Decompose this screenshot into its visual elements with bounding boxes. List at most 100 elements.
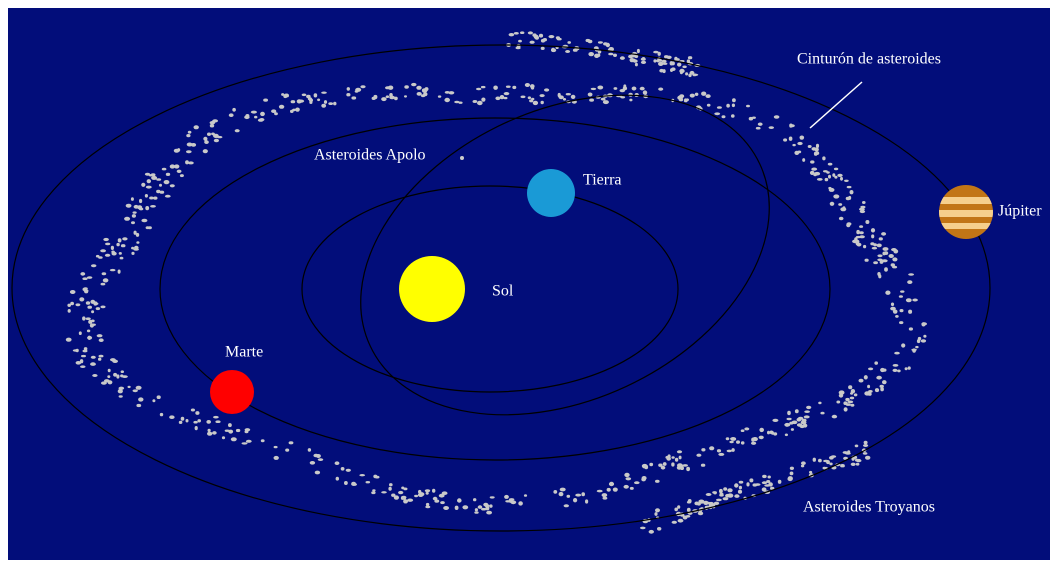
asteroid xyxy=(141,218,148,223)
asteroid xyxy=(826,460,830,465)
asteroid xyxy=(132,389,138,393)
asteroid xyxy=(692,73,697,77)
asteroid xyxy=(373,94,378,100)
asteroid xyxy=(530,85,535,90)
asteroid xyxy=(164,194,171,198)
asteroid xyxy=(895,315,899,318)
asteroid xyxy=(186,150,192,154)
asteroid xyxy=(85,317,91,321)
asteroid xyxy=(122,237,128,241)
mars-label: Marte xyxy=(225,344,263,361)
asteroid xyxy=(346,93,351,97)
asteroid xyxy=(809,470,813,474)
asteroid xyxy=(594,53,600,58)
asteroid xyxy=(729,440,734,444)
asteroid xyxy=(529,40,535,44)
asteroid xyxy=(833,194,840,199)
asteroid xyxy=(144,172,151,176)
asteroid xyxy=(539,94,545,98)
asteroid xyxy=(202,149,208,154)
asteroid xyxy=(407,498,414,502)
asteroid xyxy=(837,173,843,177)
asteroid xyxy=(744,427,750,431)
asteroid xyxy=(639,86,645,91)
asteroid xyxy=(89,323,94,328)
asteroid xyxy=(884,267,888,272)
asteroid xyxy=(608,481,615,487)
asteroid xyxy=(868,367,874,371)
asteroid xyxy=(404,95,407,98)
asteroid xyxy=(716,498,722,502)
asteroid xyxy=(321,103,327,108)
asteroid xyxy=(169,184,175,188)
asteroid xyxy=(849,190,854,195)
asteroid xyxy=(307,448,312,452)
asteroid xyxy=(908,273,914,276)
asteroid xyxy=(891,248,897,252)
asteroid xyxy=(510,500,517,505)
asteroid xyxy=(230,437,237,442)
asteroid xyxy=(138,397,144,402)
asteroid xyxy=(876,243,882,248)
asteroid xyxy=(773,432,778,436)
asteroid xyxy=(777,479,782,484)
asteroid xyxy=(897,369,901,373)
asteroid xyxy=(772,418,779,422)
asteroid xyxy=(385,95,390,98)
asteroid xyxy=(493,85,498,90)
asteroid xyxy=(767,430,770,435)
asteroid xyxy=(671,456,675,459)
asteroid xyxy=(314,470,321,475)
asteroid xyxy=(685,72,689,76)
asteroid xyxy=(597,49,602,54)
asteroid xyxy=(212,431,217,435)
asteroid xyxy=(706,103,711,107)
asteroid xyxy=(156,178,162,181)
asteroid xyxy=(553,490,558,494)
asteroid xyxy=(676,450,683,454)
asteroid xyxy=(555,36,561,40)
asteroid xyxy=(833,167,839,171)
asteroid xyxy=(657,51,661,56)
asteroid xyxy=(818,458,822,463)
asteroid xyxy=(923,334,927,338)
asteroid xyxy=(285,448,290,452)
asteroid xyxy=(816,178,823,181)
asteroid xyxy=(589,98,594,102)
asteroid xyxy=(815,151,820,156)
asteroid xyxy=(846,185,852,189)
asteroid xyxy=(345,468,351,472)
apollo-asteroid xyxy=(460,156,464,160)
asteroid xyxy=(654,512,658,516)
asteroid xyxy=(131,214,136,218)
asteroid xyxy=(716,106,722,109)
asteroid xyxy=(860,208,865,213)
asteroid xyxy=(301,93,307,97)
asteroid xyxy=(107,375,111,378)
asteroid xyxy=(424,489,431,493)
asteroid xyxy=(111,250,115,254)
asteroid xyxy=(420,94,426,98)
asteroid xyxy=(882,380,887,385)
asteroid xyxy=(873,261,878,265)
asteroid xyxy=(915,345,919,349)
asteroid xyxy=(877,272,881,276)
asteroid xyxy=(244,430,249,434)
asteroid xyxy=(840,176,843,181)
asteroid xyxy=(862,452,868,455)
asteroid xyxy=(898,295,904,298)
asteroid xyxy=(81,354,86,358)
asteroid xyxy=(207,428,211,433)
asteroid xyxy=(83,347,88,351)
asteroid xyxy=(761,481,768,485)
asteroid xyxy=(79,297,85,302)
asteroid xyxy=(686,466,690,472)
asteroid xyxy=(245,439,252,443)
asteroid xyxy=(278,104,285,109)
asteroid xyxy=(649,462,654,467)
belt-pointer xyxy=(809,81,863,129)
asteroid xyxy=(722,497,729,501)
asteroid xyxy=(505,500,511,503)
asteroid xyxy=(846,223,851,228)
asteroid xyxy=(664,55,669,59)
